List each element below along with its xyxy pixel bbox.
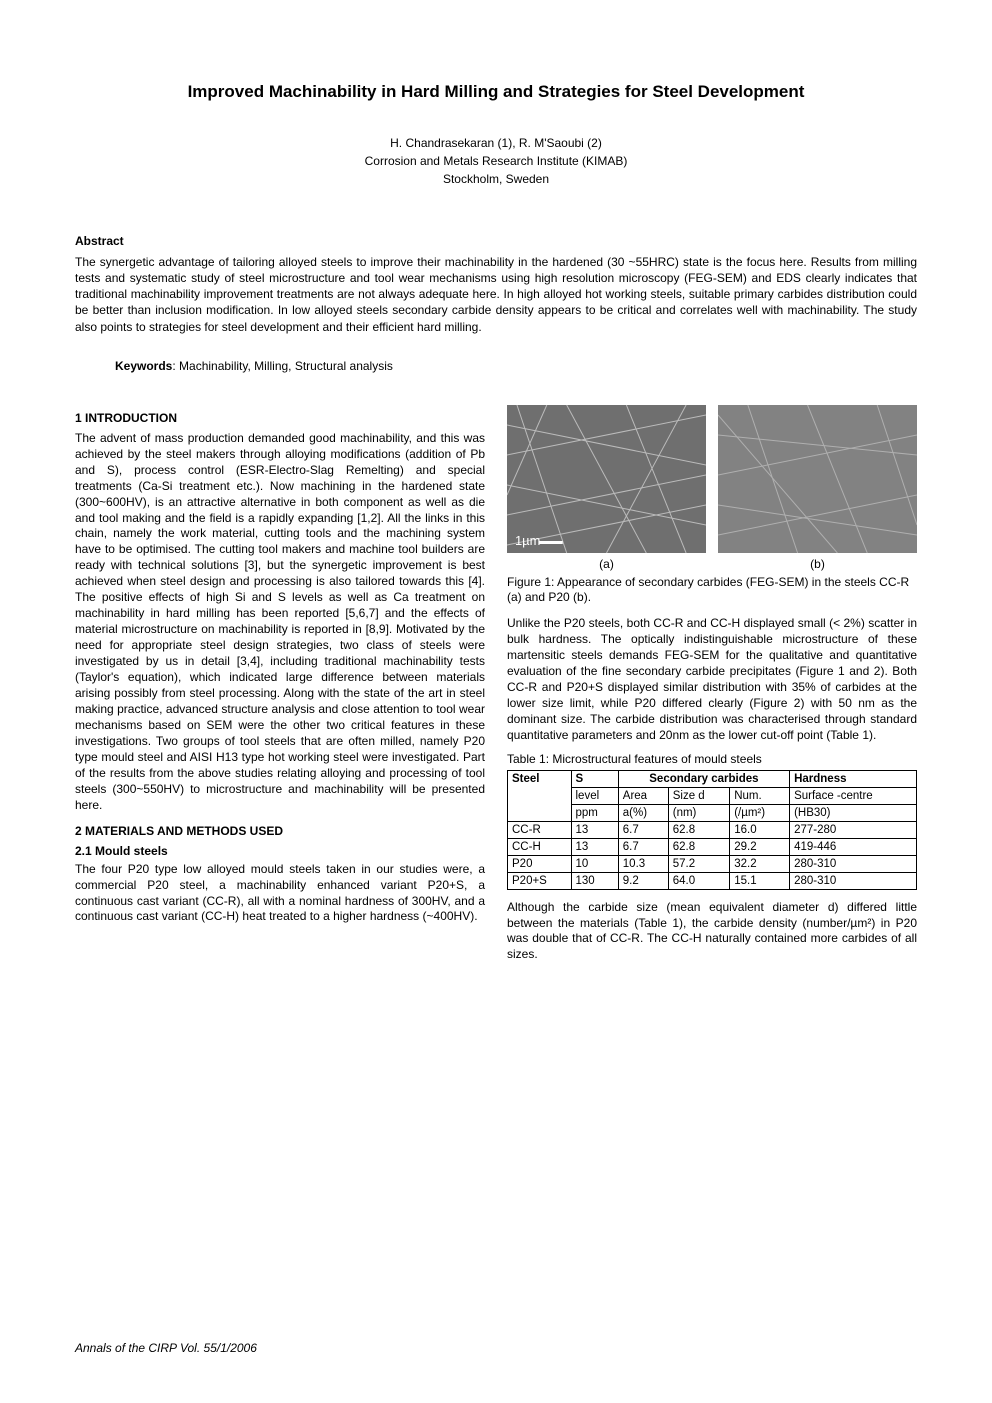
table-head-steel: Steel <box>508 770 572 821</box>
table-1-caption: Table 1: Microstructural features of mou… <box>507 752 917 766</box>
table-cell: 57.2 <box>668 855 729 872</box>
authors: H. Chandrasekaran (1), R. M'Saoubi (2) <box>75 136 917 150</box>
table-cell: 62.8 <box>668 838 729 855</box>
table-cell: CC-R <box>508 821 572 838</box>
section-1-body: The advent of mass production demanded g… <box>75 431 485 814</box>
figure-1-label-a: (a) <box>507 557 706 571</box>
abstract-heading: Abstract <box>75 234 917 248</box>
table-head-hard-mid: Surface -centre <box>790 787 917 804</box>
figure-1-image-a: 1µm <box>507 405 706 553</box>
location: Stockholm, Sweden <box>75 172 917 186</box>
figure-1-labels: (a) (b) <box>507 557 917 571</box>
section-1-heading: 1 INTRODUCTION <box>75 411 485 425</box>
figure-1-caption: Figure 1: Appearance of secondary carbid… <box>507 575 917 606</box>
figure-1-label-b: (b) <box>718 557 917 571</box>
keywords: Keywords: Machinability, Milling, Struct… <box>75 359 917 373</box>
page: Improved Machinability in Hard Milling a… <box>0 0 992 1403</box>
table-cell: 29.2 <box>730 838 790 855</box>
table-cell: 10.3 <box>618 855 668 872</box>
table-cell: 9.2 <box>618 872 668 889</box>
table-head-hard-top: Hardness <box>790 770 917 787</box>
table-head-s-top: S <box>571 770 618 787</box>
table-head-num-bot: (/µm²) <box>730 804 790 821</box>
table-cell: 280-310 <box>790 855 917 872</box>
table-row: P20+S 130 9.2 64.0 15.1 280-310 <box>508 872 917 889</box>
table-head-size-top: Size d <box>668 787 729 804</box>
table-cell: 16.0 <box>730 821 790 838</box>
table-cell: 280-310 <box>790 872 917 889</box>
right-column: 1µm <box>507 401 917 970</box>
left-column: 1 INTRODUCTION The advent of mass produc… <box>75 401 485 970</box>
table-cell: 419-446 <box>790 838 917 855</box>
table-cell: 277-280 <box>790 821 917 838</box>
table-cell: 13 <box>571 821 618 838</box>
affiliation: Corrosion and Metals Research Institute … <box>75 154 917 168</box>
figure-1-images: 1µm <box>507 405 917 553</box>
figure-1: 1µm <box>507 405 917 606</box>
paper-title: Improved Machinability in Hard Milling a… <box>75 80 917 104</box>
section-2-1-body: The four P20 type low alloyed mould stee… <box>75 862 485 926</box>
table-head-area-bot: a(%) <box>618 804 668 821</box>
table-head-hard-bot: (HB30) <box>790 804 917 821</box>
table-cell: 32.2 <box>730 855 790 872</box>
right-col-para-1: Unlike the P20 steels, both CC-R and CC-… <box>507 616 917 744</box>
table-head-s-mid: level <box>571 787 618 804</box>
table-head-size-bot: (nm) <box>668 804 729 821</box>
table-head-area-top: Area <box>618 787 668 804</box>
table-head-s-bot: ppm <box>571 804 618 821</box>
table-cell: 6.7 <box>618 821 668 838</box>
table-cell: 10 <box>571 855 618 872</box>
table-cell: 15.1 <box>730 872 790 889</box>
table-cell: 13 <box>571 838 618 855</box>
table-row: Steel S Secondary carbides Hardness <box>508 770 917 787</box>
table-row: P20 10 10.3 57.2 32.2 280-310 <box>508 855 917 872</box>
table-cell: P20+S <box>508 872 572 889</box>
table-cell: CC-H <box>508 838 572 855</box>
abstract-body: The synergetic advantage of tailoring al… <box>75 254 917 335</box>
table-cell: 62.8 <box>668 821 729 838</box>
svg-text:1µm: 1µm <box>515 533 540 548</box>
table-row: CC-H 13 6.7 62.8 29.2 419-446 <box>508 838 917 855</box>
table-head-num-top: Num. <box>730 787 790 804</box>
right-col-para-2: Although the carbide size (mean equivale… <box>507 900 917 964</box>
page-footer: Annals of the CIRP Vol. 55/1/2006 <box>75 1341 257 1355</box>
figure-1-image-b <box>718 405 917 553</box>
section-2-1-heading: 2.1 Mould steels <box>75 844 485 858</box>
keywords-label: Keywords <box>115 359 172 373</box>
table-cell: 64.0 <box>668 872 729 889</box>
table-cell: 6.7 <box>618 838 668 855</box>
table-cell: P20 <box>508 855 572 872</box>
table-cell: 130 <box>571 872 618 889</box>
table-row: CC-R 13 6.7 62.8 16.0 277-280 <box>508 821 917 838</box>
two-column-region: 1 INTRODUCTION The advent of mass produc… <box>75 401 917 970</box>
keywords-value: : Machinability, Milling, Structural ana… <box>172 359 393 373</box>
section-2-heading: 2 MATERIALS AND METHODS USED <box>75 824 485 838</box>
table-head-sc: Secondary carbides <box>618 770 789 787</box>
table-1: Steel S Secondary carbides Hardness leve… <box>507 770 917 890</box>
